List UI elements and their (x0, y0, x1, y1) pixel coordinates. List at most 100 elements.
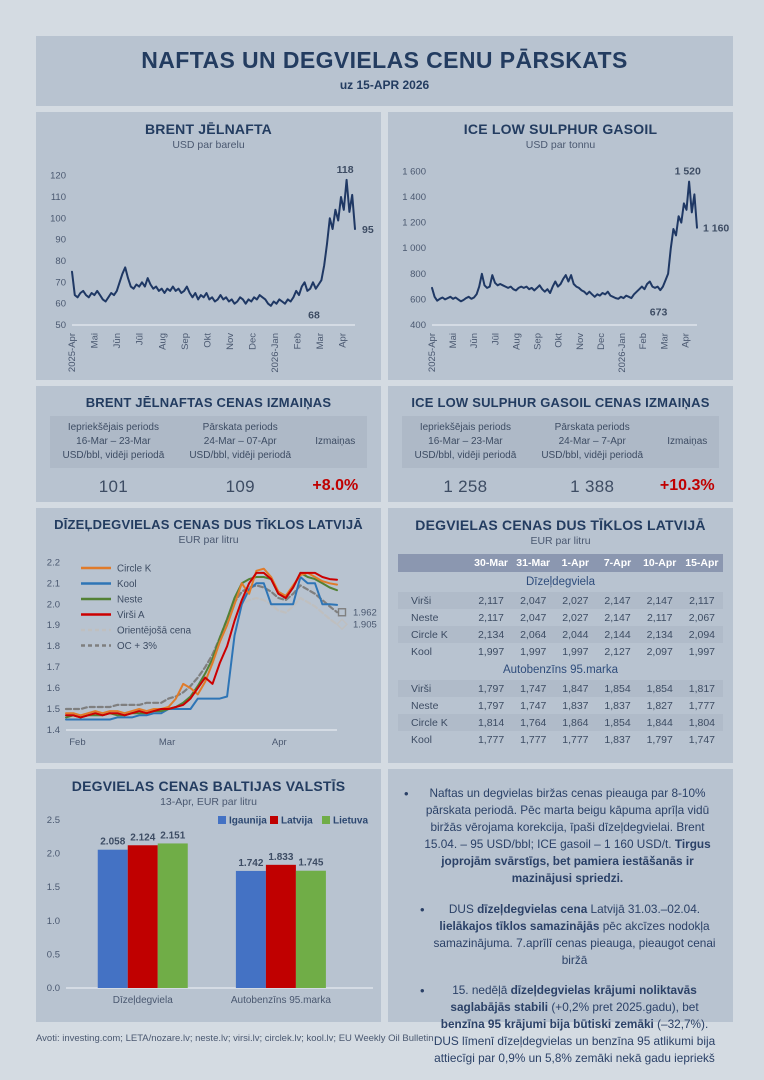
svg-text:1.742: 1.742 (238, 858, 263, 869)
section-row: Dīzeļdegviela (398, 572, 723, 592)
svg-text:1 000: 1 000 (402, 243, 426, 254)
price-cell: 1,797 (646, 733, 673, 746)
price-cell: 2,147 (604, 594, 631, 607)
network-name: Virši (411, 594, 432, 607)
svg-text:2.124: 2.124 (130, 832, 155, 843)
fuel-table-body: Dīzeļdegviela Virši 2,117 2,047 2,027 2,147 2,… (398, 572, 723, 748)
svg-text:Nov: Nov (225, 333, 236, 350)
svg-text:2025-Apr: 2025-Apr (67, 333, 78, 372)
price-cell: 1,777 (520, 733, 547, 746)
svg-text:2.5: 2.5 (47, 815, 60, 826)
line-series (71, 178, 356, 307)
previous-period-value: 1 258 (443, 477, 488, 497)
previous-period-label: Iepriekšējais periods 16-Mar – 23-Mar US… (414, 422, 517, 461)
line-series (65, 571, 338, 719)
diesel-chart-title: DĪZEĻDEGVIELAS CENAS DUS TĪKLOS LATVIJĀ (54, 517, 363, 532)
network-name: Circle K (411, 716, 448, 729)
bullet-item: 15. nedēļā dīzeļdegvielas krājumi nolikt… (400, 982, 717, 1067)
svg-text:Okt: Okt (554, 333, 565, 348)
svg-text:Circle K: Circle K (117, 563, 152, 574)
bar-Lietuva (157, 843, 188, 988)
svg-text:Neste: Neste (117, 594, 143, 605)
price-cell: 1,817 (688, 682, 716, 695)
report-header: NAFTAS UN DEGVIELAS CENU PĀRSKATS uz 15-… (36, 36, 733, 106)
price-cell: 2,134 (477, 628, 505, 641)
price-cell: 1,837 (604, 699, 631, 712)
price-cell: 1,764 (520, 716, 547, 729)
price-cell: 2,047 (520, 611, 547, 624)
price-cell: 1,997 (477, 645, 505, 658)
fuel-table-subtitle: EUR par litru (530, 535, 591, 547)
svg-text:Feb: Feb (69, 737, 85, 748)
fuel-table-head: 30-Mar 31-Mar 1-Apr 7-Apr 10-Apr 15-Apr (398, 554, 723, 572)
svg-text:1 520: 1 520 (675, 166, 701, 178)
svg-text:Jūn: Jūn (469, 333, 480, 348)
brent-chart-panel: BRENT JĒLNAFTA USD par barelu 50 60 70 80 90… (36, 112, 381, 380)
price-cell: 1,997 (688, 645, 716, 658)
page-title: NAFTAS UN DEGVIELAS CENU PĀRSKATS (141, 47, 628, 73)
price-cell: 1,847 (562, 682, 589, 695)
svg-text:110: 110 (51, 192, 66, 203)
section-row: Autobenzīns 95.marka (398, 660, 723, 680)
price-cell: 2,144 (604, 628, 631, 641)
price-cell: 2,097 (646, 645, 673, 658)
baltic-bar-chart: 0.0 0.5 1.0 1.5 2.0 2.5 2.058 2.124 2.151 Dīzeļde… (47, 815, 373, 1006)
price-cell: 2,067 (688, 611, 716, 624)
price-cell: 2,094 (688, 628, 716, 641)
column-header: 7-Apr (596, 554, 639, 572)
previous-period-label: Iepriekšējais periods 16-Mar – 23-Mar US… (62, 422, 165, 461)
line-series (431, 180, 698, 303)
diesel-chart-subtitle: EUR par litru (178, 534, 239, 546)
svg-text:673: 673 (650, 307, 668, 319)
report-grid: NAFTAS UN DEGVIELAS CENU PĀRSKATS uz 15-… (36, 36, 733, 1065)
price-cell: 2,117 (478, 594, 504, 607)
price-cell: 1,747 (688, 733, 716, 746)
price-cell: 1,837 (604, 733, 631, 746)
ice-change-panel: ICE LOW SULPHUR GASOIL CENAS IZMAIŅAS Ie… (388, 386, 733, 502)
column-header (398, 554, 470, 572)
svg-text:Virši A: Virši A (117, 610, 145, 621)
table-row: Neste 2,117 2,047 2,027 2,147 2,117 2,067 (398, 609, 723, 626)
baltic-chart-subtitle: 13-Apr, EUR par litru (160, 796, 257, 808)
price-cell: 1,844 (646, 716, 673, 729)
svg-text:1.5: 1.5 (47, 882, 60, 893)
bar-Latvija (127, 845, 158, 988)
ice-line-chart: 400 600 800 1 000 1 200 1 400 1 600 2025-Apr Mai… (402, 166, 729, 373)
svg-text:Sep: Sep (180, 333, 191, 350)
svg-text:60: 60 (55, 299, 66, 310)
svg-text:800: 800 (410, 269, 426, 280)
svg-text:2026-Jan: 2026-Jan (617, 333, 628, 373)
svg-text:Dec: Dec (596, 333, 607, 350)
table-row: Kool 1,997 1,997 1,997 2,127 2,097 1,997 (398, 643, 723, 660)
svg-text:Jūl: Jūl (490, 333, 501, 345)
fuel-table-panel: DEGVIELAS CENAS DUS TĪKLOS LATVIJĀ EUR p… (388, 508, 733, 763)
change-label: Izmaiņas (667, 435, 708, 447)
svg-text:1.905: 1.905 (353, 620, 377, 631)
svg-text:1.8: 1.8 (47, 641, 60, 652)
svg-text:90: 90 (55, 235, 66, 246)
svg-text:Aug: Aug (157, 333, 168, 350)
table-row: Virši 1,797 1,747 1,847 1,854 1,854 1,817 (398, 680, 723, 697)
svg-text:1.6: 1.6 (47, 683, 60, 694)
svg-text:95: 95 (362, 224, 374, 236)
change-label: Izmaiņas (315, 435, 356, 447)
price-cell: 1,814 (477, 716, 505, 729)
price-cell: 1,854 (646, 682, 673, 695)
svg-text:Dec: Dec (248, 333, 259, 350)
svg-text:120: 120 (50, 171, 66, 182)
brent-change-header: Iepriekšējais periods 16-Mar – 23-Mar US… (50, 416, 367, 469)
column-header: 30-Mar (470, 554, 513, 572)
network-name: Neste (411, 699, 439, 712)
column-header: 31-Mar (512, 554, 555, 572)
section-label: Dīzeļdegviela (525, 576, 596, 588)
svg-text:Jūl: Jūl (135, 333, 146, 345)
svg-text:1 400: 1 400 (402, 192, 426, 203)
brent-change-values: 101 109 +8.0% (50, 477, 367, 497)
svg-text:Feb: Feb (293, 333, 304, 349)
sources-footer: Avoti: investing.com; LETA/nozare.lv; ne… (36, 1033, 434, 1044)
baltic-chart-panel: DEGVIELAS CENAS BALTIJAS VALSTĪS 13-Apr,… (36, 769, 381, 1022)
svg-text:80: 80 (55, 256, 66, 267)
svg-text:1 200: 1 200 (402, 218, 426, 229)
report-period-value: 109 (225, 477, 255, 497)
ice-chart-subtitle: USD par tonnu (525, 139, 596, 151)
